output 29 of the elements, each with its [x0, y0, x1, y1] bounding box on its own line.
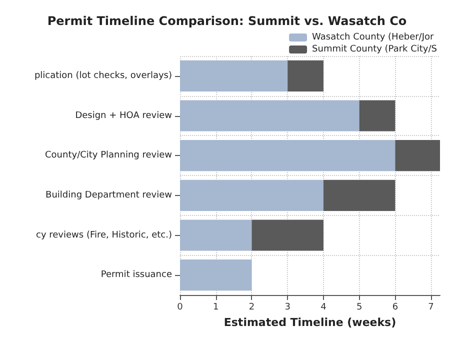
bar: [180, 220, 252, 251]
x-tick-label: 1: [212, 302, 219, 312]
x-axis-title: Estimated Timeline (weeks): [224, 316, 396, 329]
x-tick-label: 5: [356, 302, 362, 312]
bar: [180, 260, 252, 291]
y-tick-label: plication (lot checks, overlays): [34, 70, 172, 81]
bar: [180, 180, 324, 211]
bar: [252, 220, 324, 251]
x-tick-label: 0: [177, 302, 184, 312]
y-tick-label: Building Department review: [46, 190, 172, 200]
x-tick-label: 3: [284, 302, 290, 312]
bar: [180, 100, 360, 132]
y-tick-label: Design + HOA review: [75, 110, 172, 121]
bar: [180, 60, 288, 92]
bar: [359, 100, 396, 132]
x-tick-label: 7: [428, 302, 434, 312]
bar: [180, 140, 396, 172]
y-tick-label: cy reviews (Fire, Historic, etc.): [36, 230, 172, 240]
bar: [323, 180, 396, 211]
y-tick-label: County/City Planning review: [45, 150, 172, 161]
legend-label: Summit County (Park City/S: [312, 44, 438, 54]
x-tick-label: 4: [320, 302, 327, 312]
x-tick-label: 2: [248, 302, 255, 312]
bar: [288, 60, 324, 92]
y-tick-label: Permit issuance: [100, 270, 172, 280]
x-tick-label: 6: [392, 302, 398, 312]
bar: [395, 140, 440, 172]
legend-label: Wasatch County (Heber/Jor: [312, 32, 434, 42]
chart-title: Permit Timeline Comparison: Summit vs. Wasatch Co: [47, 14, 407, 28]
